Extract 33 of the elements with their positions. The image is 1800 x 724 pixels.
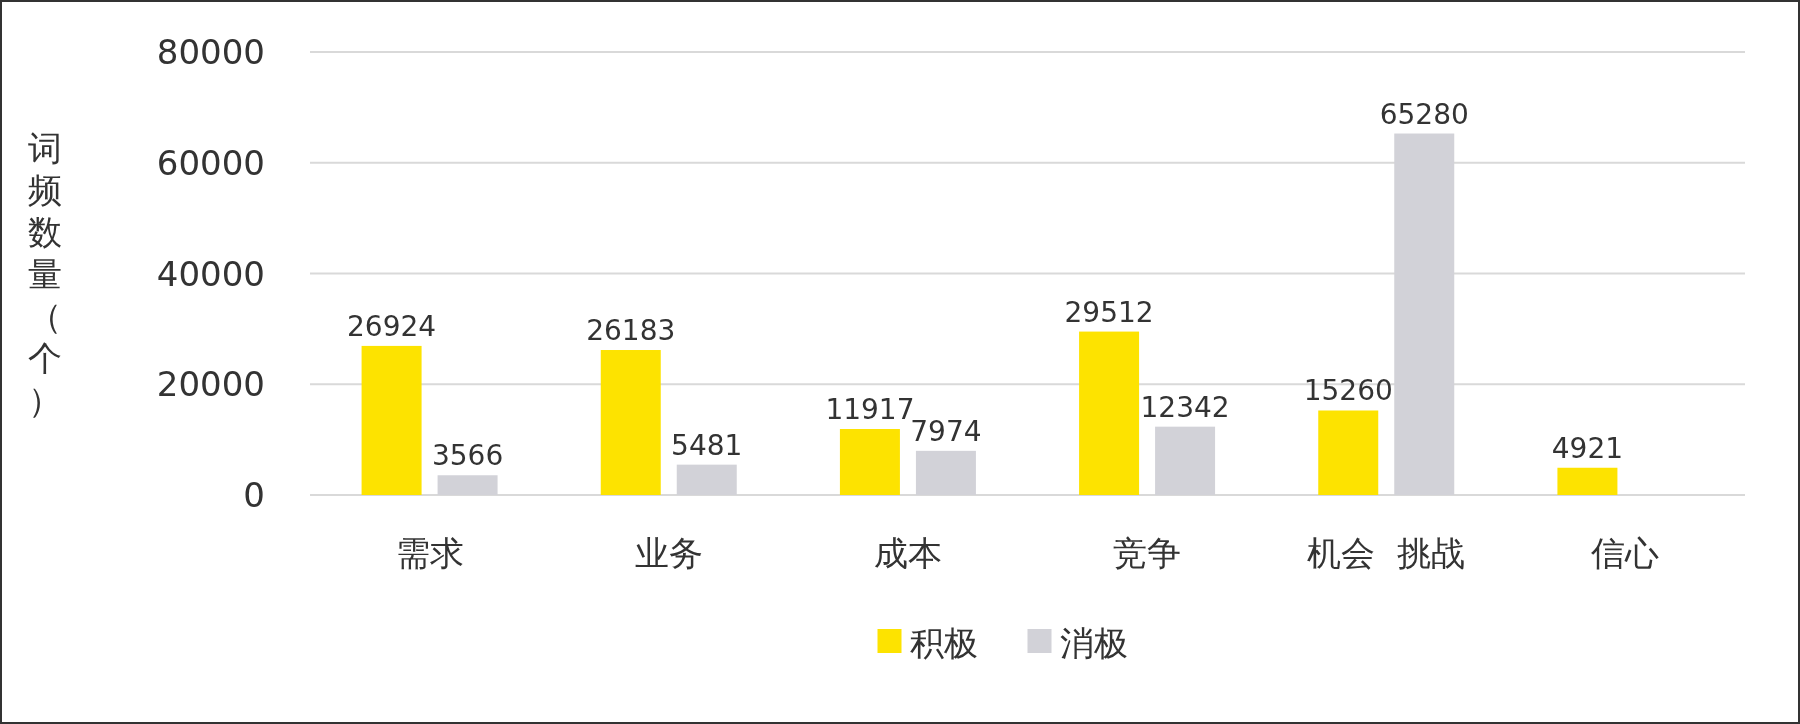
y-axis-title: 词频数量（个） (28, 127, 62, 420)
legend-label: 消极 (1059, 623, 1128, 663)
bar (361, 345, 422, 495)
bar (915, 450, 976, 495)
data-label: 5481 (671, 428, 743, 462)
data-label: 3566 (431, 439, 504, 473)
data-label: 29512 (1064, 295, 1154, 329)
bar (1079, 331, 1140, 495)
x-tick-label: 机会 挑战 (1307, 533, 1466, 573)
x-tick-label: 信心 (1591, 533, 1660, 573)
y-tick-label: 20000 (156, 364, 265, 405)
y-tick-label: 60000 (156, 142, 265, 183)
data-label: 26183 (586, 314, 676, 348)
data-label: 65280 (1379, 97, 1469, 131)
bar (1155, 426, 1216, 495)
data-label: 15260 (1303, 374, 1393, 408)
bar (1557, 467, 1618, 495)
data-label: 12342 (1140, 390, 1230, 424)
bar (600, 350, 661, 495)
x-tick-label: 需求 (395, 533, 464, 573)
y-tick-label: 80000 (156, 32, 265, 72)
x-tick-label: 业务 (634, 533, 703, 573)
x-tick-label: 竞争 (1113, 533, 1182, 573)
data-label: 26924 (347, 309, 437, 343)
bar (839, 429, 900, 495)
legend-label: 积极 (909, 623, 978, 663)
bar (1318, 410, 1379, 495)
x-tick-label: 成本 (873, 533, 942, 573)
data-label: 4921 (1551, 431, 1624, 465)
bar (437, 475, 498, 495)
y-tick-label: 40000 (156, 253, 265, 294)
bar (676, 464, 737, 495)
y-tick-label: 0 (243, 475, 265, 515)
